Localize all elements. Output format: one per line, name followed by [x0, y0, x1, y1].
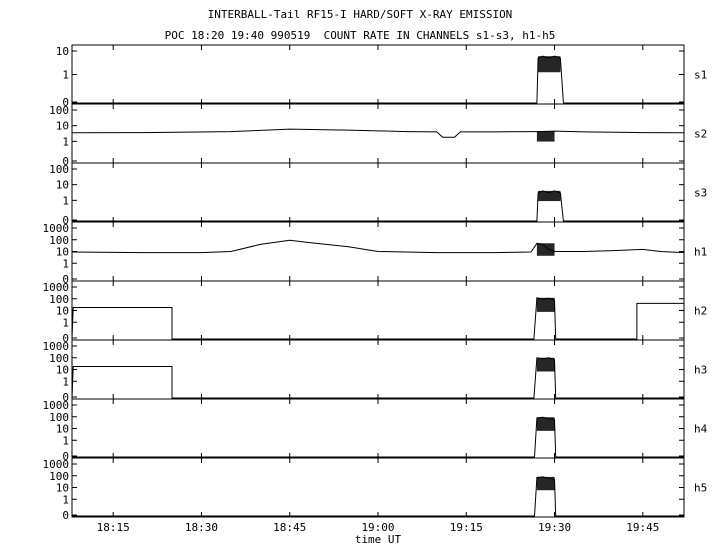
ytick-label-s3: 0	[62, 214, 69, 227]
series-burst-h4	[536, 417, 555, 431]
ytick-label-h1: 1000	[43, 222, 70, 235]
panel-label-h4: h4	[694, 423, 708, 436]
panel-label-h1: h1	[694, 246, 707, 259]
ytick-label-h2: 0	[62, 332, 69, 345]
ytick-label-h3: 100	[49, 352, 69, 365]
series-burst-h3	[536, 357, 555, 372]
panel-frame-s3	[71, 162, 685, 223]
panel-frame-s1	[71, 44, 685, 105]
xtick-label: 19:15	[450, 521, 483, 534]
ytick-label-s2: 10	[56, 120, 69, 133]
xtick-label: 19:00	[361, 521, 394, 534]
ytick-label-h3: 0	[62, 391, 69, 404]
ytick-label-h5: 10	[56, 482, 69, 495]
series-line-h2	[71, 297, 684, 340]
chart-title: INTERBALL-Tail RF15-I HARD/SOFT X-RAY EM…	[207, 8, 513, 21]
series-line-h5	[72, 476, 684, 517]
xtick-label: 18:15	[97, 521, 130, 534]
ytick-label-h2: 1000	[43, 281, 70, 294]
panel-label-h5: h5	[694, 482, 707, 495]
xtick-label: 19:45	[626, 521, 659, 534]
panel-label-h3: h3	[694, 364, 707, 377]
ytick-label-h4: 0	[62, 450, 69, 463]
ytick-label-h1: 0	[62, 273, 69, 286]
panel-frame-h5	[71, 457, 685, 518]
xtick-label: 18:30	[185, 521, 218, 534]
ytick-label-s2: 100	[49, 104, 69, 117]
ytick-label-h4: 1000	[43, 399, 70, 412]
panel-label-s2: s2	[694, 128, 707, 141]
ytick-label-h2: 100	[49, 293, 69, 306]
panel-frame-h4	[71, 398, 685, 459]
panel-label-h2: h2	[694, 305, 707, 318]
ytick-label-h4: 10	[56, 423, 69, 436]
ytick-label-h4: 100	[49, 411, 69, 424]
ytick-label-h5: 1	[62, 493, 69, 506]
ytick-label-h5: 1000	[43, 458, 70, 471]
series-line-s1	[72, 55, 684, 104]
ytick-label-s2: 0	[62, 155, 69, 168]
ytick-label-s3: 1	[62, 194, 69, 207]
series-burst-h1	[536, 243, 555, 256]
x-axis-label: time UT	[355, 533, 402, 546]
panel-label-s1: s1	[694, 69, 707, 82]
chart-subtitle: POC 18:20 19:40 990519 COUNT RATE IN CHA…	[164, 29, 556, 42]
ytick-label-h1: 100	[49, 234, 69, 247]
ytick-label-h3: 10	[56, 364, 69, 377]
panel-frame-s2	[71, 103, 685, 164]
series-burst-s1	[538, 56, 561, 73]
ytick-label-s2: 1	[62, 135, 69, 148]
ytick-label-s1: 1	[62, 69, 69, 82]
series-line-h1	[71, 239, 685, 254]
ytick-label-s3: 100	[49, 163, 69, 176]
panel-frame-h3	[71, 339, 685, 400]
ytick-label-h1: 1	[62, 257, 69, 270]
panel-frame-h2	[71, 280, 685, 341]
ytick-label-h2: 10	[56, 305, 69, 318]
series-burst-h5	[536, 476, 555, 491]
xtick-label: 18:45	[273, 521, 306, 534]
panel-label-s3: s3	[694, 187, 707, 200]
ytick-label-h2: 1	[62, 316, 69, 329]
ytick-label-s1: 10	[56, 45, 69, 58]
xtick-label: 19:30	[538, 521, 571, 534]
ytick-label-s3: 10	[56, 179, 69, 192]
ytick-label-s1: 0	[62, 96, 69, 109]
series-burst-h2	[536, 297, 555, 312]
ytick-label-h5: 100	[49, 470, 69, 483]
ytick-label-h1: 10	[56, 246, 69, 259]
series-burst-s3	[538, 190, 561, 202]
ytick-label-h4: 1	[62, 434, 69, 447]
series-line-h4	[72, 416, 684, 458]
series-line-s2	[71, 128, 685, 138]
series-line-h3	[71, 357, 684, 399]
series-line-s3	[72, 190, 684, 222]
ytick-label-h5: 0	[62, 509, 69, 522]
ytick-label-h3: 1	[62, 375, 69, 388]
ytick-label-h3: 1000	[43, 340, 70, 353]
series-burst-s2	[536, 131, 555, 142]
